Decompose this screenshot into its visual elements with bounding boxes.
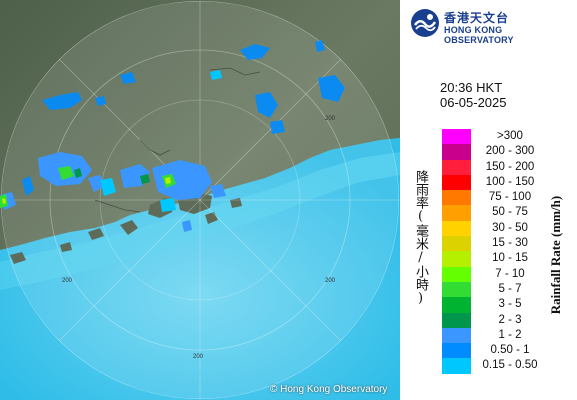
legend-label: 0.15 - 0.50 xyxy=(482,359,538,372)
legend-swatch xyxy=(442,129,471,145)
legend-label: 30 - 50 xyxy=(492,221,528,234)
legend-swatch xyxy=(442,312,471,328)
legend-swatch xyxy=(442,266,471,282)
legend-swatch xyxy=(442,190,471,206)
legend-title-en: Rainfall Rate (mm/h) xyxy=(548,195,563,315)
legend-label: 15 - 30 xyxy=(492,237,528,250)
logo-text-en: HONG KONG OBSERVATORY xyxy=(444,25,514,45)
legend-swatch xyxy=(442,297,471,313)
range-label: 200 xyxy=(325,278,336,284)
legend-color-scale xyxy=(442,129,471,374)
legend-label: 10 - 15 xyxy=(492,252,528,265)
legend-label: 3 - 5 xyxy=(498,298,522,311)
timestamp-time: 20:36 HKT xyxy=(440,80,503,95)
legend-label: 2 - 3 xyxy=(498,313,522,326)
legend-swatch xyxy=(442,205,471,221)
legend-label: 150 - 200 xyxy=(485,160,535,173)
legend-label: 200 - 300 xyxy=(485,145,535,158)
legend-swatch xyxy=(442,281,471,298)
legend-swatch xyxy=(442,358,471,374)
legend-swatch xyxy=(442,174,471,191)
legend-label: 100 - 150 xyxy=(485,175,535,188)
hko-emblem-icon xyxy=(411,9,439,37)
radar-map-svg: 200 200 200 200 xyxy=(0,0,400,400)
legend-labels: >300 200 - 300 150 - 200 100 - 150 75 - 100 5… xyxy=(470,129,550,374)
legend-swatch xyxy=(442,251,471,267)
coastlines xyxy=(94,67,261,213)
legend-title-zh: 降雨率(毫米/小時) xyxy=(413,170,428,306)
legend-label: 5 - 7 xyxy=(498,282,522,295)
legend-swatch xyxy=(442,343,471,359)
timestamp-date: 06-05-2025 xyxy=(440,95,507,110)
legend-swatch xyxy=(442,327,471,344)
legend-swatch xyxy=(442,144,471,160)
range-grid xyxy=(0,0,400,400)
radar-map[interactable]: 200 200 200 200 xyxy=(0,0,400,400)
rain-echoes xyxy=(0,40,345,232)
legend-label: 7 - 10 xyxy=(495,267,525,280)
legend-label: 1 - 2 xyxy=(498,328,522,341)
legend-label: >300 xyxy=(497,130,523,142)
range-label: 200 xyxy=(62,278,73,284)
range-label: 200 xyxy=(193,354,204,360)
legend-swatch xyxy=(442,220,471,237)
shallow-sea xyxy=(0,152,400,290)
legend-swatch xyxy=(442,236,471,252)
legend-label: 50 - 75 xyxy=(492,206,528,219)
legend-panel xyxy=(400,0,577,400)
legend-label: 0.50 - 1 xyxy=(490,344,530,357)
legend-swatch xyxy=(442,159,471,175)
range-label: 200 xyxy=(325,116,336,122)
logo-text-zh: 香港天文台 xyxy=(444,11,510,25)
hko-logo: 香港天文台 HONG KONG OBSERVATORY xyxy=(410,8,570,45)
copyright-text: © Hong Kong Observatory xyxy=(270,384,388,395)
legend-label: 75 - 100 xyxy=(488,191,532,204)
